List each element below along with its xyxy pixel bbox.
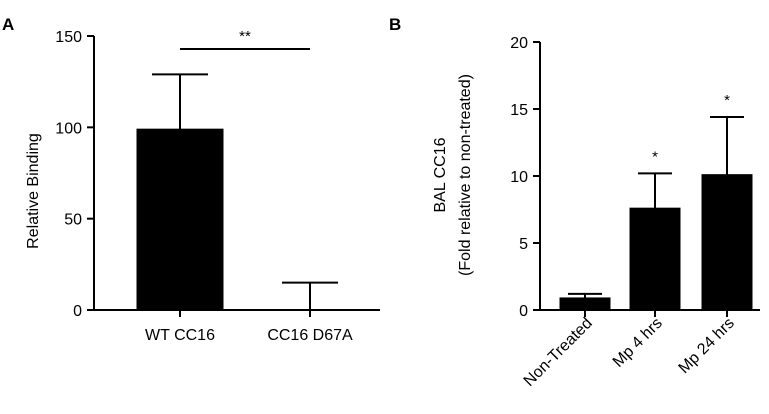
panel-a-y-axis-label: Relative Binding: [25, 133, 42, 249]
panel-a-x-tick-label: WT CC16: [145, 327, 215, 344]
panel-a-bar: [136, 128, 224, 311]
panel-b-y-tick-label: 5: [519, 236, 528, 253]
panel-b-x-tick-label: Mp 24 hrs: [676, 315, 738, 377]
panel-a-x-tick-label: CC16 D67A: [267, 327, 353, 344]
panel-b-y-axis-label: BAL CC16: [432, 137, 449, 212]
panel-b-bar: [629, 207, 681, 311]
panel-a-y-tick-label: 50: [64, 212, 82, 229]
panel-b-y-axis-label-2: (Fold relative to non-treated): [457, 74, 474, 276]
panel-a-letter: A: [2, 15, 14, 34]
panel-b-y-tick-label: 10: [510, 169, 528, 186]
panel-b-letter: B: [389, 15, 401, 34]
panel-b-significance-label: *: [652, 148, 658, 165]
panel-b-y-tick-label: 0: [519, 303, 528, 320]
panel-a-y-tick-label: 0: [73, 303, 82, 320]
panel-b-x-tick-label: Non-Treated: [521, 315, 596, 390]
panel-b-bar: [559, 297, 611, 311]
panel-a-y-tick-label: 150: [55, 29, 82, 46]
panel-a-significance-label: **: [239, 28, 251, 45]
panel-b-y-tick-label: 20: [510, 35, 528, 52]
panel-b-significance-label: *: [724, 92, 730, 109]
panel-a: A Relative Binding 0 50 100 150 WT CC16 CC16 …: [2, 15, 380, 344]
panel-a-y-tick-label: 100: [55, 120, 82, 137]
panel-b-x-tick-label: Mp 4 hrs: [610, 315, 666, 371]
panel-b-y-tick-label: 15: [510, 102, 528, 119]
panel-b: B BAL CC16 (Fold relative to non-treated…: [389, 15, 760, 390]
panel-b-bar: [701, 174, 753, 311]
